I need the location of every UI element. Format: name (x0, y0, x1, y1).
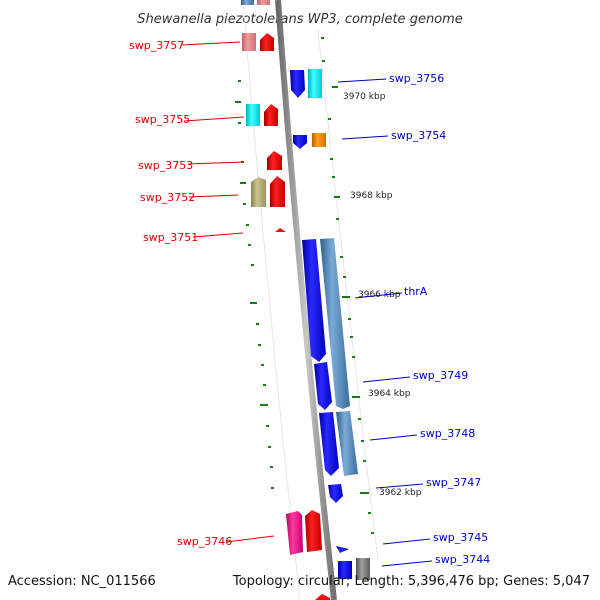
gene-thrA-blue[interactable] (302, 239, 332, 410)
gene-swp-3747[interactable] (328, 484, 343, 503)
gene-swp-3753[interactable] (267, 151, 282, 170)
scale-tick-label: 3970 kbp (343, 92, 386, 102)
gene-label-swp-3753[interactable]: swp_3753 (138, 159, 193, 172)
gene-swp-3752[interactable] (251, 176, 285, 207)
gene-label-swp-3757[interactable]: swp_3757 (129, 39, 184, 52)
outer-ring-right (317, 29, 379, 561)
scale-tick-label: 3962 kbp (379, 488, 422, 498)
gene-label-swp-3747[interactable]: swp_3747 (426, 476, 481, 489)
gene-label-swp-3756[interactable]: swp_3756 (389, 72, 444, 85)
gene-swp-3748[interactable] (319, 411, 358, 476)
gene-label-swp-3749[interactable]: swp_3749 (413, 369, 468, 382)
gene-swp-3757[interactable] (242, 33, 274, 51)
gene-label-swp-3751[interactable]: swp_3751 (143, 231, 198, 244)
right-gene-labels: swp_3756 swp_3754 thrA swp_3749 swp_3748… (337, 72, 490, 567)
gene-swp-3745[interactable] (336, 546, 349, 553)
gene-swp-3751[interactable] (275, 228, 286, 232)
gene-swp-3746[interactable] (286, 510, 322, 555)
map-title: Shewanella piezotolerans WP3, complete g… (137, 12, 463, 27)
genome-backbone (275, 0, 337, 600)
gene-swp-3749[interactable] (320, 238, 350, 409)
gene-label-swp-3752[interactable]: swp_3752 (140, 191, 195, 204)
gene-label-thrA[interactable]: thrA (404, 285, 428, 298)
accession-text: Accession: NC_011566 (8, 574, 156, 589)
scale-tick-label: 3968 kbp (350, 191, 393, 201)
gene-swp-3744[interactable] (338, 558, 370, 580)
gene-swp-3754[interactable] (293, 133, 326, 149)
left-gene-labels: swp_3757 swp_3755 swp_3753 swp_3752 swp_… (129, 39, 275, 548)
gene-label-swp-3744[interactable]: swp_3744 (435, 553, 490, 566)
topology-text: Topology: circular; Length: 5,396,476 bp… (232, 574, 590, 589)
gene-swp-3756[interactable] (290, 69, 322, 98)
gene-label-swp-3748[interactable]: swp_3748 (420, 427, 475, 440)
gene-label-swp-3746[interactable]: swp_3746 (177, 535, 232, 548)
gene-label-swp-3755[interactable]: swp_3755 (135, 113, 190, 126)
gene-label-swp-3754[interactable]: swp_3754 (391, 129, 446, 142)
gene-bottom-partial (315, 594, 330, 600)
scale-tick-label: 3964 kbp (368, 389, 411, 399)
gene-label-swp-3745[interactable]: swp_3745 (433, 531, 488, 544)
gene-top-partial (241, 0, 270, 5)
gene-swp-3755[interactable] (246, 104, 278, 126)
tick-marks-right (321, 37, 374, 534)
